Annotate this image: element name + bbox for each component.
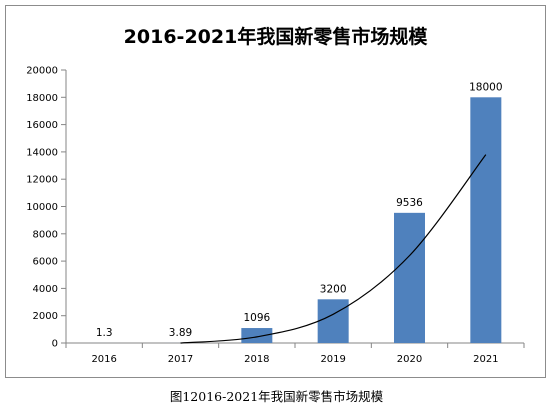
chart-frame [5, 5, 546, 378]
y-tick-label: 0 [52, 339, 58, 350]
x-tick-label: 2018 [244, 354, 269, 365]
x-tick-label: 2020 [397, 354, 422, 365]
y-tick-label: 18000 [26, 93, 58, 104]
y-tick-label: 6000 [33, 257, 58, 268]
bar-chart: 0 2000 4000 6000 8000 10000 12000 14000 16000 180… [26, 66, 525, 365]
data-label: 1096 [243, 312, 270, 324]
bar-2020 [394, 212, 425, 343]
data-label: 18000 [469, 81, 502, 93]
data-label: 9536 [396, 197, 423, 209]
y-tick-label: 4000 [33, 284, 58, 295]
y-tick-label: 14000 [26, 147, 58, 158]
bar-2021 [470, 97, 502, 343]
y-tick-label: 12000 [26, 175, 58, 186]
data-label: 3.89 [169, 327, 192, 339]
data-label: 3200 [320, 283, 347, 295]
y-tick-label: 2000 [33, 311, 58, 322]
figure-caption: 图12016-2021年我国新零售市场规模 [169, 389, 384, 404]
y-tick-label: 10000 [26, 202, 58, 213]
x-tick-label: 2021 [473, 354, 498, 365]
y-tick-label: 16000 [26, 120, 58, 131]
x-tick-label: 2017 [168, 354, 193, 365]
trendline [180, 154, 487, 344]
y-tick-label: 8000 [33, 229, 58, 240]
chart-title: 2016-2021年我国新零售市场规模 [123, 26, 428, 48]
x-tick-label: 2019 [320, 354, 345, 365]
bar-2018 [241, 328, 273, 343]
bar-2019 [317, 299, 349, 343]
y-tick-label: 20000 [26, 66, 58, 77]
x-tick-label: 2016 [91, 354, 116, 365]
data-label: 1.3 [96, 327, 113, 339]
